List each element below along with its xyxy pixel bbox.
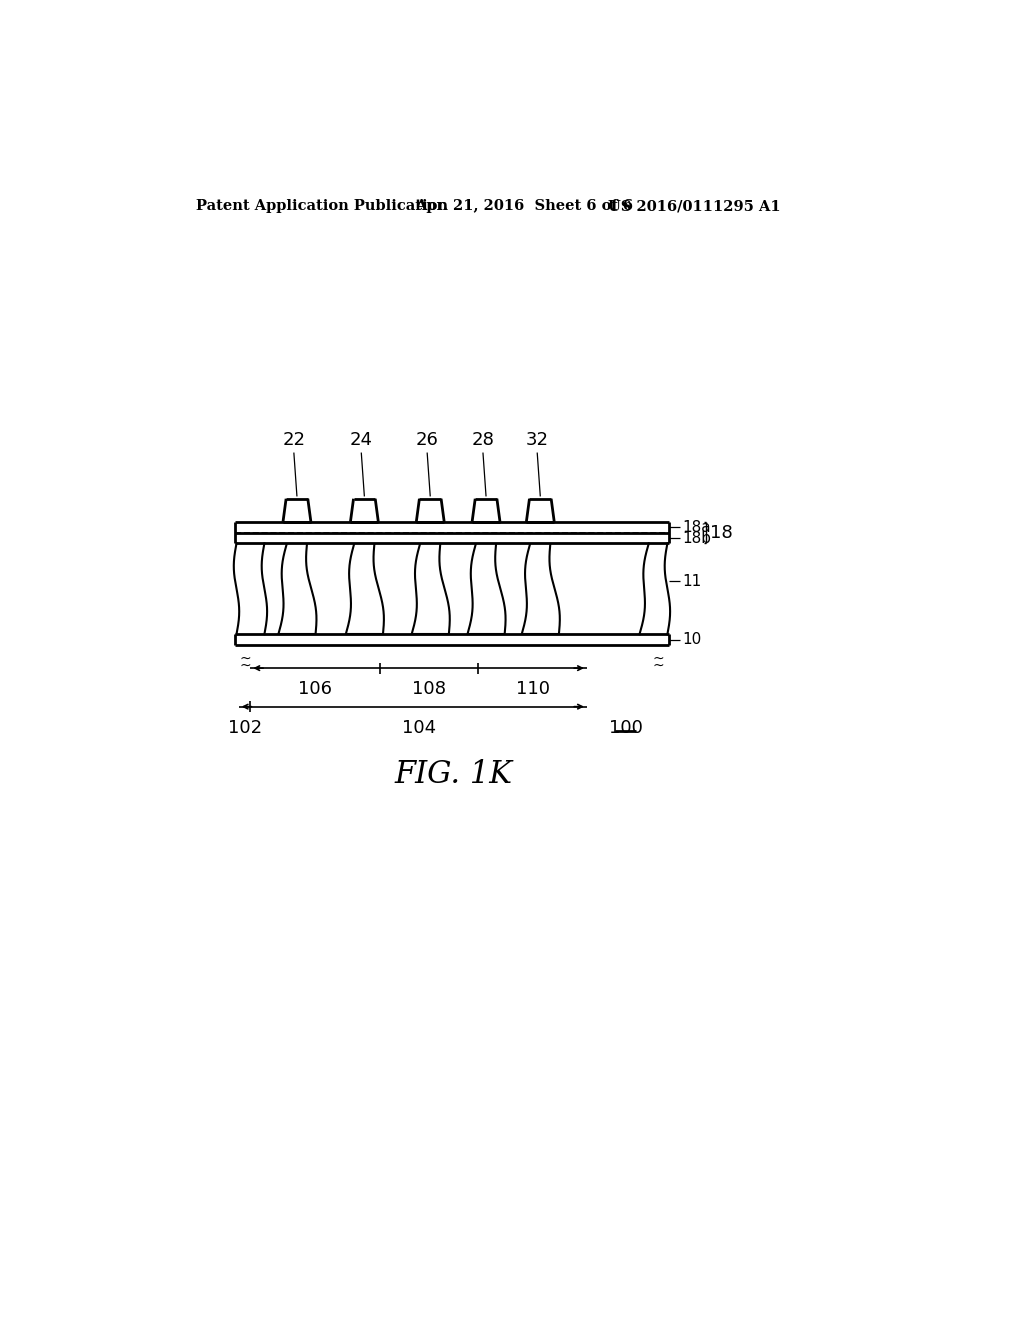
Text: ~: ~: [652, 659, 664, 673]
Text: 18a: 18a: [682, 520, 711, 535]
Text: ~: ~: [240, 651, 252, 665]
Text: 100: 100: [608, 719, 642, 737]
Text: 18: 18: [710, 524, 733, 541]
Text: 28: 28: [471, 432, 495, 449]
Text: 108: 108: [412, 681, 446, 698]
Text: FIG. 1K: FIG. 1K: [394, 759, 512, 789]
Text: ~: ~: [240, 659, 252, 673]
Text: 32: 32: [525, 432, 549, 449]
Text: US 2016/0111295 A1: US 2016/0111295 A1: [608, 199, 781, 213]
Text: 22: 22: [283, 432, 305, 449]
Text: 106: 106: [298, 681, 332, 698]
Text: 104: 104: [401, 719, 435, 737]
Text: 26: 26: [416, 432, 438, 449]
Text: 24: 24: [350, 432, 373, 449]
Text: 18b: 18b: [682, 531, 711, 545]
Text: 11: 11: [682, 574, 701, 589]
Text: 102: 102: [227, 719, 262, 737]
Text: 10: 10: [682, 632, 701, 647]
Text: 110: 110: [515, 681, 550, 698]
Text: Patent Application Publication: Patent Application Publication: [197, 199, 449, 213]
Text: Apr. 21, 2016  Sheet 6 of 6: Apr. 21, 2016 Sheet 6 of 6: [415, 199, 633, 213]
Text: ~: ~: [652, 651, 664, 665]
